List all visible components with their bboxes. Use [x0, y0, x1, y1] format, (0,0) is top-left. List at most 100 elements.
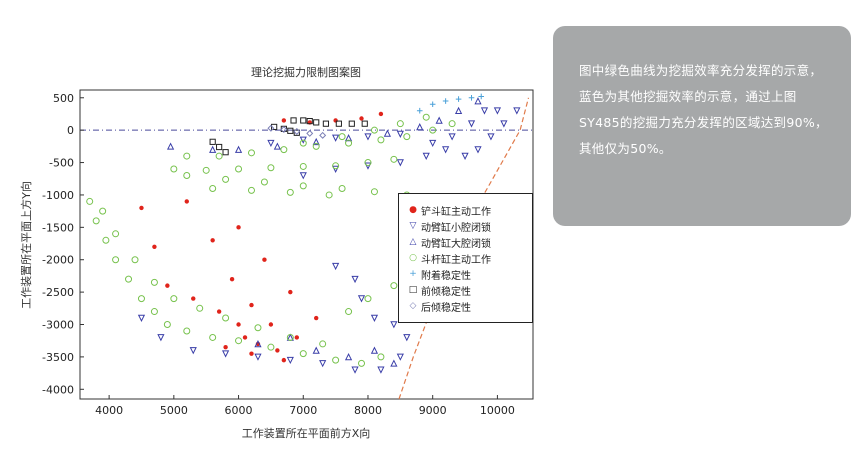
data-point [216, 309, 222, 314]
legend-item: □ 前倾稳定性 [405, 282, 471, 298]
data-point [429, 126, 437, 134]
data-point [247, 149, 255, 157]
data-point [500, 120, 508, 128]
data-point [275, 348, 280, 353]
legend-label: 动臂缸小腔闭锁 [421, 222, 491, 234]
data-point [377, 136, 385, 144]
data-point [364, 133, 372, 141]
data-point [487, 133, 495, 141]
x-tick-label: 8000 [354, 404, 382, 417]
data-point [242, 335, 248, 340]
data-point [390, 359, 398, 367]
chart-title: 理论挖掘力限制图案图 [251, 65, 361, 79]
data-point [344, 352, 353, 361]
data-point [319, 131, 327, 139]
data-point [454, 106, 463, 115]
y-tick-label: -500 [49, 157, 74, 170]
data-point [268, 322, 274, 327]
data-point [370, 126, 378, 134]
legend-item: ○ 斗杆缸主动工作 [405, 250, 491, 266]
x-axis-label: 工作装置所在平面前方X向 [242, 426, 371, 440]
data-point [209, 333, 217, 341]
data-point [131, 256, 139, 264]
data-point [429, 139, 437, 148]
data-point [137, 314, 146, 322]
data-point [286, 188, 294, 196]
data-point [377, 353, 385, 361]
data-point [333, 118, 338, 123]
series-2 [137, 107, 521, 374]
data-point [319, 340, 327, 348]
data-point [125, 275, 133, 283]
data-point [286, 333, 294, 341]
data-point [150, 278, 158, 286]
y-tick-label: -3000 [42, 319, 74, 332]
data-point [306, 117, 313, 125]
data-point [222, 314, 230, 322]
data-point [281, 357, 287, 363]
data-point [299, 172, 307, 180]
data-point [467, 120, 476, 128]
data-point [139, 205, 144, 211]
data-point [254, 340, 262, 348]
data-point [493, 107, 502, 115]
data-point [209, 138, 216, 145]
data-point [345, 308, 353, 316]
data-point [92, 217, 100, 225]
data-point [293, 129, 300, 136]
data-point [210, 238, 215, 243]
data-point [314, 315, 319, 321]
data-point [288, 289, 293, 295]
data-point [429, 101, 436, 108]
data-point [290, 117, 297, 124]
data-point [166, 142, 175, 150]
data-point [236, 322, 241, 327]
data-point [271, 123, 278, 131]
data-point [312, 137, 320, 146]
y-tick-label: -2000 [42, 254, 74, 267]
data-point [202, 166, 210, 174]
data-point [335, 120, 342, 127]
data-point [222, 175, 230, 183]
data-point [396, 353, 404, 361]
data-point [448, 120, 456, 128]
legend-item: ◇ 后倾稳定性 [405, 298, 471, 314]
data-point [377, 366, 385, 374]
data-point [189, 347, 197, 355]
data-point [396, 130, 404, 138]
data-point [319, 360, 327, 368]
legend-label: 前倾稳定性 [421, 286, 471, 298]
data-point [216, 143, 223, 151]
legend-marker: □ [408, 285, 418, 295]
data-point [152, 244, 157, 249]
data-point [209, 184, 217, 192]
series-4 [86, 113, 456, 367]
y-tick-label: -2500 [42, 286, 74, 299]
data-point [480, 107, 489, 115]
y-tick-label: -1000 [42, 189, 74, 202]
data-point [338, 133, 346, 141]
x-tick-label: 6000 [225, 404, 253, 417]
data-point [338, 184, 346, 192]
y-tick-label: -4000 [42, 383, 74, 396]
data-point [348, 120, 355, 127]
data-point [357, 295, 366, 303]
callout-box [553, 26, 851, 226]
legend-label: 铲斗缸主动工作 [421, 206, 491, 218]
data-point [345, 139, 353, 147]
data-point [229, 276, 235, 282]
data-point [112, 256, 120, 264]
data-point [396, 120, 404, 128]
data-point [390, 321, 398, 329]
y-tick-label: -1500 [42, 221, 74, 234]
data-point [313, 119, 320, 126]
series-6 [209, 117, 368, 156]
data-point [422, 152, 430, 160]
data-point [312, 142, 320, 150]
legend-marker: ◇ [409, 301, 417, 311]
data-point [474, 146, 482, 154]
data-point [403, 334, 411, 342]
data-point [235, 165, 243, 173]
data-point [300, 117, 307, 124]
data-point [102, 236, 110, 244]
